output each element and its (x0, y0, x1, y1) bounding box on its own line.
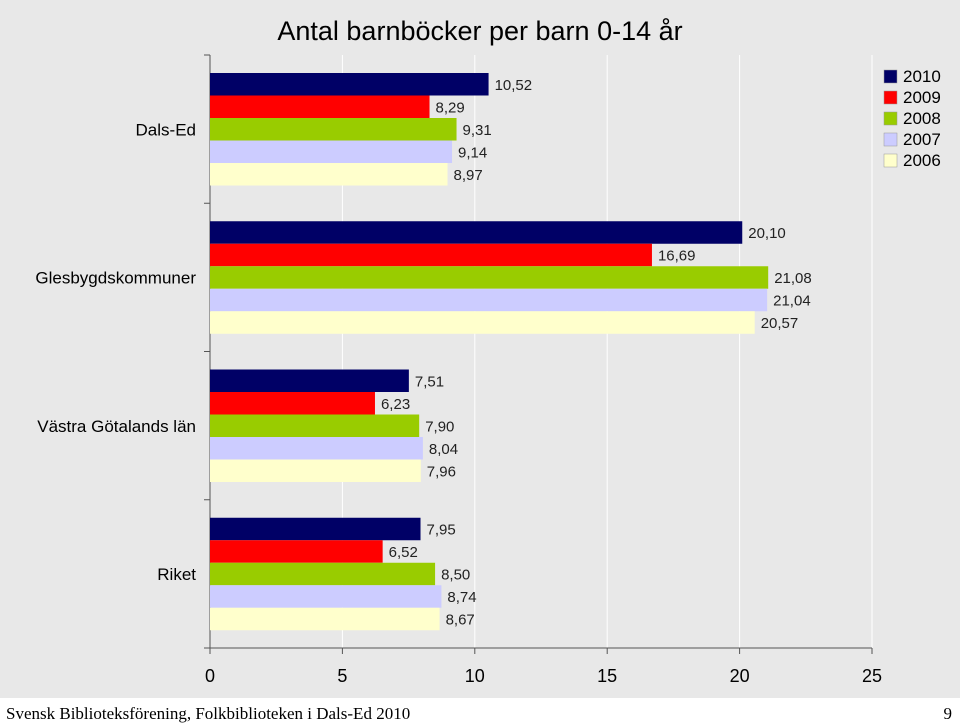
bar-2008 (210, 266, 769, 289)
legend-label: 2010 (903, 67, 941, 86)
plot-area (0, 0, 960, 698)
category-label: Dals-Ed (136, 120, 196, 139)
bar-2010 (210, 221, 743, 244)
bar-2007 (210, 288, 768, 312)
x-tick-label: 0 (205, 666, 215, 686)
data-label: 7,95 (427, 522, 456, 539)
bar-2009 (210, 392, 375, 415)
x-tick-label: 15 (597, 666, 617, 686)
bar-2007 (210, 437, 423, 460)
x-tick-label: 20 (730, 666, 750, 686)
chart-title: Antal barnböcker per barn 0-14 år (277, 16, 682, 46)
bar-2008 (210, 414, 420, 437)
bar-2006 (210, 459, 421, 482)
legend-label: 2008 (903, 109, 941, 128)
legend-label: 2007 (903, 130, 941, 149)
data-label: 6,23 (381, 396, 410, 413)
data-label: 8,29 (436, 99, 465, 116)
bar-2006 (210, 163, 448, 186)
legend-label: 2009 (903, 88, 941, 107)
data-label: 8,74 (447, 589, 476, 606)
bar-chart: Antal barnböcker per barn 0-14 år Dals-Ed… (35, 16, 941, 686)
data-label: 10,52 (495, 77, 533, 94)
bar-2006 (210, 311, 755, 334)
bar-2010 (210, 73, 489, 96)
data-label: 20,57 (761, 315, 799, 332)
x-tick-label: 5 (337, 666, 347, 686)
bar-2008 (210, 118, 457, 141)
data-label: 8,67 (446, 612, 475, 629)
data-label: 9,31 (463, 122, 492, 139)
data-label: 21,04 (773, 293, 811, 310)
legend-swatch-2008 (883, 111, 898, 126)
legend-swatch-2006 (883, 153, 898, 168)
legend-swatch-2010 (883, 69, 898, 84)
x-tick-label: 10 (465, 666, 485, 686)
data-label: 7,51 (415, 373, 444, 390)
footer-source: Svensk Biblioteksförening, Folkbibliotek… (6, 704, 411, 723)
legend-swatch-2007 (883, 132, 898, 147)
data-label: 7,96 (427, 463, 456, 480)
legend-label: 2006 (903, 151, 941, 170)
bar-2007 (210, 585, 442, 608)
page-number: 9 (943, 704, 953, 723)
bar-2007 (210, 140, 453, 163)
bar-2010 (210, 369, 409, 392)
data-label: 8,50 (441, 567, 470, 584)
bar-2010 (210, 517, 421, 541)
bar-2006 (210, 607, 440, 631)
x-tick-label: 25 (862, 666, 882, 686)
data-label: 21,08 (774, 270, 812, 287)
bar-2009 (210, 243, 652, 267)
footer: Svensk Biblioteksförening, Folkbibliotek… (0, 698, 960, 725)
data-label: 20,10 (748, 225, 786, 242)
data-label: 7,90 (425, 418, 454, 435)
data-label: 6,52 (389, 544, 418, 561)
data-label: 8,97 (454, 167, 483, 184)
data-label: 9,14 (458, 144, 487, 161)
category-label: Riket (157, 565, 196, 584)
data-label: 16,69 (658, 248, 696, 265)
category-label: Glesbygdskommuner (35, 269, 196, 288)
category-label: Västra Götalands län (37, 417, 196, 436)
data-label: 8,04 (429, 441, 458, 458)
bar-2009 (210, 95, 430, 118)
bar-2009 (210, 540, 383, 563)
legend-swatch-2009 (883, 90, 898, 105)
bar-2008 (210, 562, 436, 586)
